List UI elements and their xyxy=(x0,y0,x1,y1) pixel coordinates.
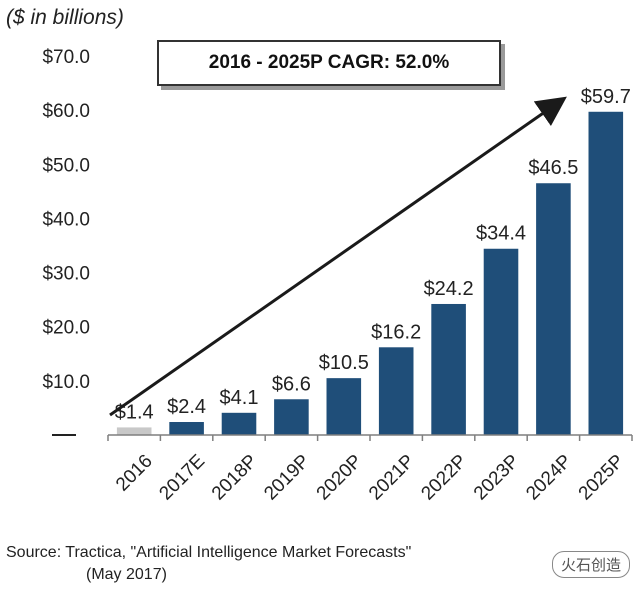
y-tick-label: $60.0 xyxy=(42,101,90,122)
watermark-logo: 火石创造 xyxy=(551,551,630,578)
trend-arrow xyxy=(109,96,567,417)
cagr-annotation: 2016 - 2025P CAGR: 52.0% xyxy=(157,40,501,86)
x-tick-label-2021P: 2021P xyxy=(365,451,419,505)
data-label-2020P: $10.5 xyxy=(319,352,369,374)
x-tick-label-2022P: 2022P xyxy=(417,451,471,505)
x-tick-label-2023P: 2023P xyxy=(470,451,524,505)
y-tick-label: $40.0 xyxy=(42,209,90,230)
data-labels: $1.4 $2.4 $4.1 $6.6 $10.5$16.2$24.2 $34.4 $46.… xyxy=(115,86,631,424)
data-label-2017E: $2.4 xyxy=(167,396,206,418)
bar-2023P xyxy=(483,248,519,435)
bar-2022P xyxy=(431,303,466,435)
source-line-2: (May 2017) xyxy=(86,566,167,583)
x-tick-label-2017E: 2017E xyxy=(155,451,209,505)
x-tick-label-2024P: 2024P xyxy=(522,451,576,505)
data-label-2022P: $24.2 xyxy=(424,278,474,300)
data-label-2019P: $6.6 xyxy=(272,373,311,395)
y-tick-label: $50.0 xyxy=(42,155,90,176)
data-label-2025P: $59.7 xyxy=(581,86,631,108)
bar-2016 xyxy=(116,427,152,435)
x-tick-label-2016: 2016 xyxy=(112,451,157,496)
y-tick-label: $30.0 xyxy=(42,264,90,285)
data-label-2021P: $16.2 xyxy=(371,321,421,343)
y-tick-label: $20.0 xyxy=(42,318,90,339)
y-tick-label: $10.0 xyxy=(42,372,90,393)
x-tick-label-2018P: 2018P xyxy=(208,451,262,505)
source-line-1: Source: Tractica, "Artificial Intelligen… xyxy=(6,544,412,561)
bar-2021P xyxy=(378,347,414,435)
y-tick-label: $70.0 xyxy=(42,47,90,68)
y-axis: $10.0 $20.0 $30.0 $40.0 $50.0 $60.0 $70.0 xyxy=(42,47,90,436)
bars xyxy=(116,111,624,435)
data-label-2018P: $4.1 xyxy=(220,387,259,409)
x-tick-label-2025P: 2025P xyxy=(575,451,629,505)
cagr-text: 2016 - 2025P CAGR: 52.0% xyxy=(208,52,450,73)
bar-2025P xyxy=(588,111,624,435)
bar-2018P xyxy=(221,412,257,435)
source-note: Source: Tractica, "Artificial Intelligen… xyxy=(6,542,411,586)
x-tick-label-2020P: 2020P xyxy=(313,451,367,505)
data-label-2024P: $46.5 xyxy=(528,157,578,179)
x-tick-label-2019P: 2019P xyxy=(260,451,314,505)
bar-2020P xyxy=(326,378,362,435)
bar-2019P xyxy=(274,399,309,435)
unit-label: ($ in billions) xyxy=(6,6,124,29)
bar-2017E xyxy=(169,422,204,435)
bar-2024P xyxy=(536,183,571,435)
data-label-2016: $1.4 xyxy=(115,401,154,423)
x-axis: 20162017E2018P2019P2020P2021P2022P2023P2… xyxy=(107,434,633,505)
data-label-2023P: $34.4 xyxy=(476,223,526,245)
